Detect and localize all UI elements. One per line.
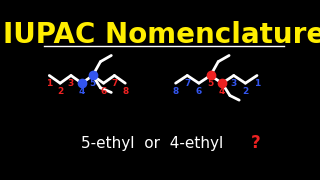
- Text: 6: 6: [196, 87, 202, 96]
- Text: 7: 7: [184, 79, 190, 88]
- Text: 7: 7: [111, 79, 117, 88]
- Text: 4: 4: [79, 87, 85, 96]
- Text: 4: 4: [219, 87, 225, 96]
- Text: ?: ?: [251, 134, 260, 152]
- Text: 1: 1: [46, 79, 52, 88]
- Text: 5-ethyl  or  4-ethyl: 5-ethyl or 4-ethyl: [81, 136, 223, 151]
- Text: 5: 5: [207, 79, 214, 88]
- Text: 6: 6: [100, 87, 107, 96]
- Text: 2: 2: [57, 87, 63, 96]
- Text: 8: 8: [122, 87, 128, 96]
- Text: 1: 1: [254, 79, 260, 88]
- Text: 2: 2: [242, 87, 249, 96]
- Text: IUPAC Nomenclature: IUPAC Nomenclature: [3, 21, 320, 50]
- Text: 3: 3: [68, 79, 74, 88]
- Text: 3: 3: [231, 79, 237, 88]
- Text: 5: 5: [90, 79, 96, 88]
- Text: 8: 8: [172, 87, 179, 96]
